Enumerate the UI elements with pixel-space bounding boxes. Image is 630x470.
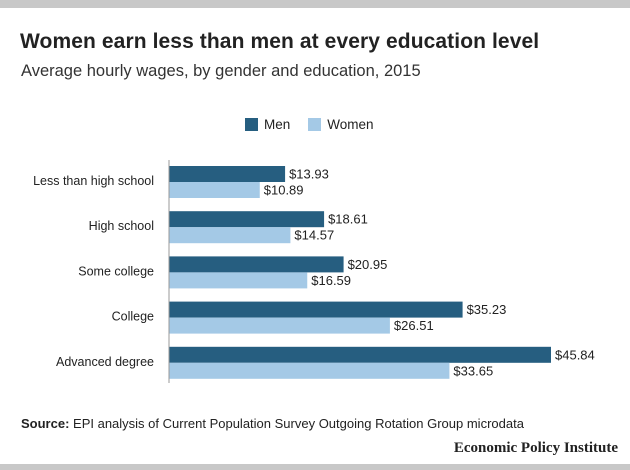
data-label: $14.57 [294, 228, 334, 243]
category-label: Some college [78, 264, 154, 278]
category-label: High school [89, 219, 154, 233]
source-label: Source: [21, 416, 70, 431]
data-label: $33.65 [453, 363, 493, 378]
bar-men [169, 211, 325, 228]
category-label: Less than high school [33, 174, 154, 188]
bar-men [169, 166, 286, 182]
data-label: $45.84 [555, 347, 595, 362]
chart-subtitle: Average hourly wages, by gender and educ… [21, 62, 421, 80]
data-label: $10.89 [264, 183, 304, 198]
data-label: $26.51 [394, 318, 434, 333]
bar-men [169, 301, 463, 318]
bar-men [169, 346, 551, 363]
legend-label-women: Women [327, 117, 374, 132]
data-label: $20.95 [348, 257, 388, 272]
legend-item-women: Women [308, 117, 374, 132]
bar-women [169, 227, 291, 244]
chart-title: Women earn less than men at every educat… [20, 30, 540, 53]
category-label: College [112, 310, 154, 324]
brand-logo: Economic Policy Institute [453, 440, 618, 456]
legend: Men Women [245, 117, 392, 132]
bar-men [169, 256, 344, 273]
data-label: $16.59 [311, 273, 351, 288]
data-label: $13.93 [289, 167, 329, 182]
bottom-bar [0, 464, 630, 470]
bar-women [169, 272, 308, 289]
legend-item-men: Men [245, 117, 290, 132]
bar-women [169, 182, 260, 198]
legend-label-men: Men [264, 117, 291, 132]
bar-women [169, 362, 450, 379]
top-bar [0, 0, 630, 8]
data-label: $18.61 [328, 212, 368, 227]
data-label: $35.23 [467, 302, 507, 317]
legend-swatch-men [245, 118, 258, 131]
source-text: EPI analysis of Current Population Surve… [69, 416, 524, 431]
source-note: Source: EPI analysis of Current Populati… [21, 416, 524, 431]
legend-swatch-women [308, 118, 322, 131]
category-label: Advanced degree [56, 355, 154, 369]
bar-women [169, 317, 390, 334]
